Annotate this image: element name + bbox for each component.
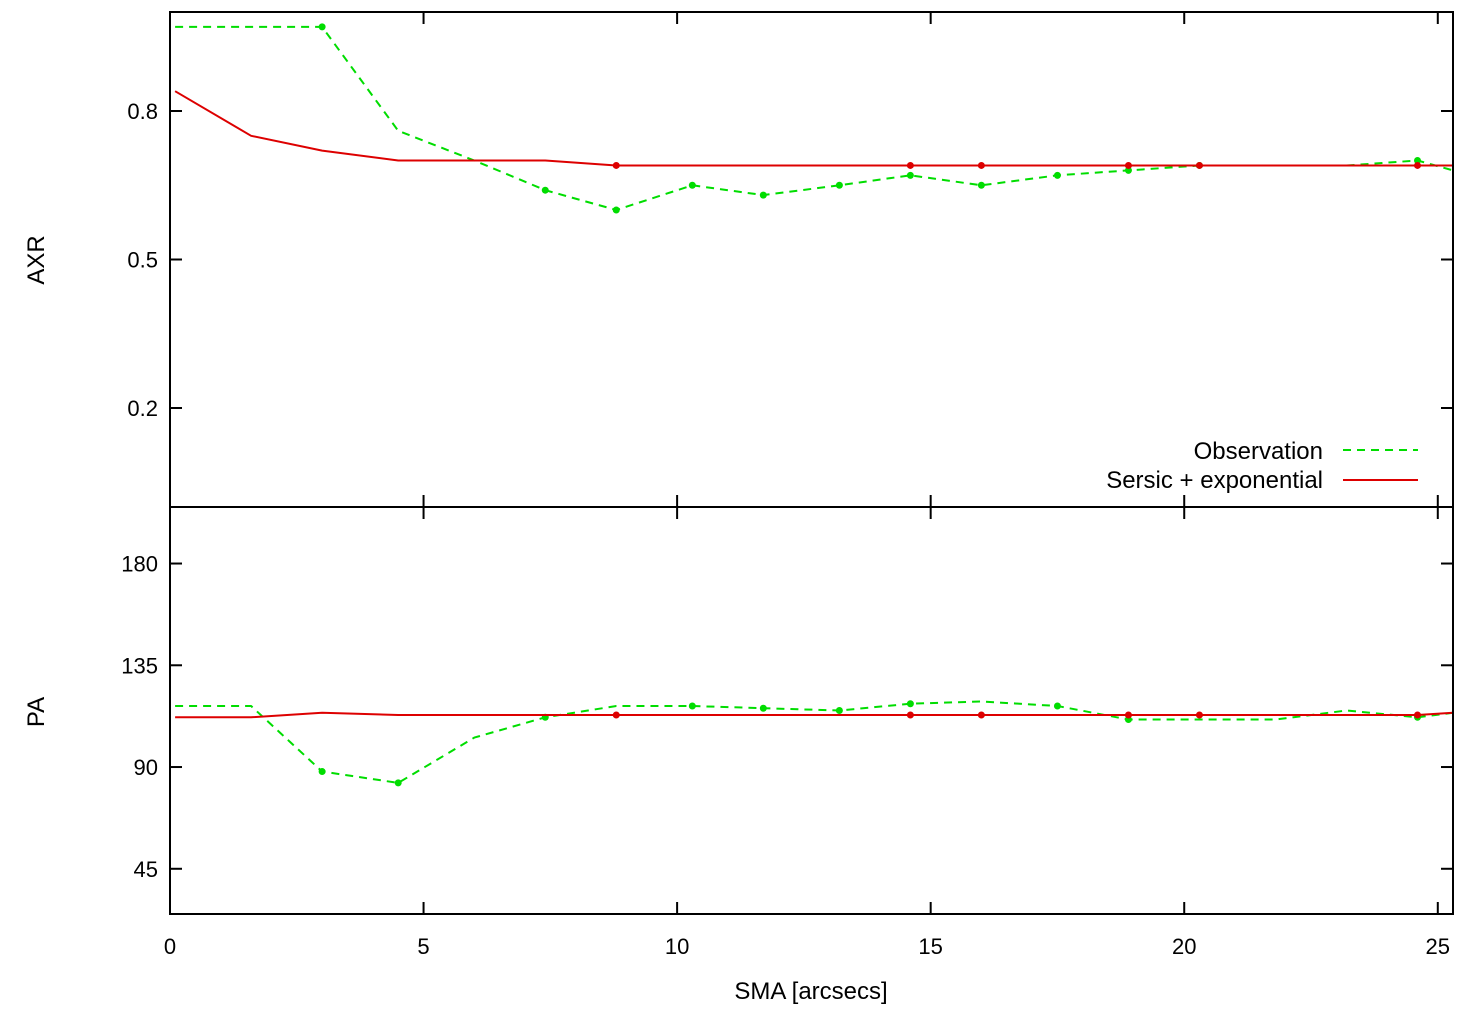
top-data-point-sersic-exponential (612, 161, 620, 169)
bottom-data-point-sersic-exponential (1195, 711, 1203, 719)
top-plot-frame (169, 11, 1454, 508)
top-data-point-observation (1414, 157, 1422, 164)
top-data-point-observation (1053, 171, 1061, 179)
top-data-point-observation (906, 171, 914, 179)
x-tick-label: 15 (918, 934, 942, 959)
top-series-line-sersic-exponential (174, 90, 1453, 167)
legend-label-sersic-exponential: Sersic + exponential (1106, 467, 1323, 494)
bottom-data-point-observation (1053, 702, 1061, 710)
bottom-data-point-observation (688, 702, 696, 710)
bottom-y-tick-label: 180 (121, 552, 158, 577)
bottom-data-point-observation (835, 707, 843, 714)
top-data-point-observation (612, 206, 620, 214)
legend: Observation Sersic + exponential (1106, 438, 1418, 494)
bottom-data-point-sersic-exponential (612, 711, 620, 719)
top-data-point-sersic-exponential (1414, 161, 1422, 169)
x-tick-label: 5 (417, 934, 429, 959)
bottom-plot-frame (169, 506, 1454, 915)
top-panel: 0.2 0.5 0.8 AXR Observation Sersic + expon… (23, 11, 1454, 508)
top-data-point-observation (977, 181, 985, 189)
x-tick-label: 25 (1426, 934, 1450, 959)
top-y-tick-label: 0.5 (127, 248, 158, 273)
bottom-series-line-sersic-exponential (175, 711, 1454, 719)
bottom-y-tick-label: 45 (134, 857, 158, 882)
top-data-point-observation (759, 191, 767, 199)
top-series-line-observation (175, 25, 1454, 211)
top-data-point-observation (318, 23, 326, 31)
top-data-point-observation (835, 181, 843, 189)
bottom-panel: 45 90 135 180 0 5 10 15 20 25 PA SMA [arcsecs] (23, 506, 1454, 1005)
top-data-point-sersic-exponential (906, 161, 914, 169)
bottom-data-point-observation (759, 704, 767, 712)
bottom-data-point-sersic-exponential (906, 711, 914, 719)
legend-label-observation: Observation (1194, 438, 1323, 465)
bottom-data-point-observation (318, 768, 326, 776)
x-tick-label: 10 (665, 934, 689, 959)
top-data-point-sersic-exponential (977, 161, 985, 169)
top-data-point-observation (688, 181, 696, 189)
x-tick-label: 20 (1172, 934, 1196, 959)
bottom-y-axis-title: PA (23, 697, 50, 727)
top-y-axis-title: AXR (23, 235, 50, 284)
bottom-data-point-observation (906, 700, 914, 708)
bottom-data-point-observation (394, 779, 402, 787)
top-data-point-sersic-exponential (1195, 161, 1203, 169)
bottom-data-point-sersic-exponential (1124, 711, 1132, 719)
top-data-point-observation (541, 186, 549, 194)
top-data-point-sersic-exponential (1124, 161, 1132, 169)
top-y-tick-label: 0.2 (127, 396, 158, 421)
bottom-data-point-sersic-exponential (977, 711, 985, 719)
top-data-point-observation (1124, 166, 1132, 174)
bottom-y-tick-label: 90 (134, 755, 158, 780)
x-tick-label: 0 (164, 934, 176, 959)
x-axis-title: SMA [arcsecs] (734, 978, 887, 1005)
bottom-data-point-sersic-exponential (1414, 711, 1422, 719)
bottom-y-tick-label: 135 (121, 653, 158, 678)
top-y-tick-label: 0.8 (127, 99, 158, 124)
